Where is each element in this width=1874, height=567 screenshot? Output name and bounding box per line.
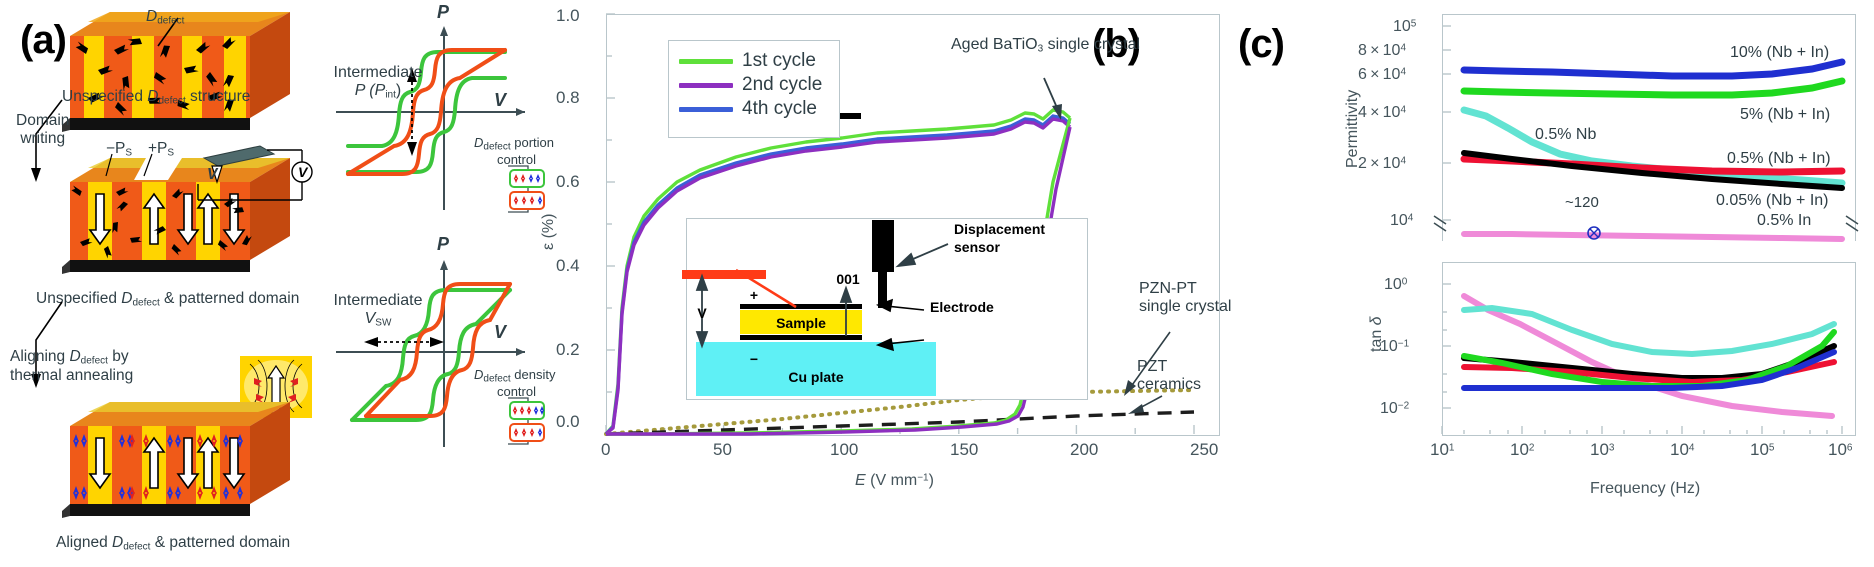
label-0.05pct-nb-in: 0.05% (Nb + In) [1716, 192, 1829, 209]
panel-b-xtick-100: 100 [830, 440, 859, 459]
svg-text:V: V [697, 305, 707, 321]
hysteresis-loop-top [336, 26, 525, 210]
label-0.5pct-nb-in: 0.5% (Nb + In) [1727, 150, 1831, 167]
domain-writing-label: Domain writing [16, 112, 70, 147]
caption-block-3: Aligned Ddefect & patterned domain [56, 534, 291, 553]
svg-text:Sample: Sample [776, 315, 826, 331]
hysteresis-loop-bottom [336, 260, 525, 447]
panel-b-tag: (b) [1092, 22, 1141, 66]
panel-c-ytick-6e4: 6 × 104 [1358, 66, 1407, 83]
panel-c-x-axis-label: Frequency (Hz) [1590, 480, 1701, 497]
panel-c-xtick-1e2: 102 [1510, 440, 1535, 459]
annotation-aged-batio3: Aged BaTiO3 single crystal [951, 36, 1141, 55]
panel-b-ytick-0.6: 0.6 [556, 172, 580, 191]
probe-and-circuit: V [197, 145, 313, 201]
hyst-bottom-legend-box [508, 397, 545, 445]
hyst-top-y-axis-label: P [437, 2, 450, 22]
hyst-top-x-axis-label: V [494, 90, 507, 110]
label-0.5pct-in: 0.5% In [1757, 212, 1812, 229]
hyst-top-box-label: Ddefect portion control [474, 135, 555, 167]
panel-b-xtick-50: 50 [713, 440, 732, 459]
label-120-marker: ~120 [1565, 194, 1599, 211]
legend-label-1st-cycle: 1st cycle [742, 50, 816, 71]
legend-item-1st-cycle: 1st cycle [679, 49, 829, 73]
ps-leader-lines [105, 153, 153, 177]
ps-minus-label: −PS [106, 140, 133, 159]
hyst-bottom-box-label: Ddefect density control [474, 367, 556, 399]
svg-text:Cu plate: Cu plate [788, 369, 843, 385]
panel-b-ytick-0.4: 0.4 [556, 256, 580, 275]
panel-c-ytick-4e4: 4 × 104 [1358, 104, 1407, 121]
panel-b-ytick-0.8: 0.8 [556, 88, 580, 107]
applied-voltage-label: V [207, 166, 218, 183]
hyst-bottom-x-axis-label: V [494, 322, 507, 342]
panel-c-tandelta-y-label: tan δ [1368, 316, 1385, 352]
thermal-annealing-label: Aligning Ddefect by thermal annealing [10, 348, 134, 384]
label-0.5pct-nb: 0.5% Nb [1535, 126, 1597, 143]
panel-c-xtick-1e5: 105 [1750, 440, 1775, 459]
crystal-block-3 [62, 402, 290, 518]
panel-b-x-axis-label: E (V mm−1) [855, 472, 934, 489]
panel-c-tandelta-ytick-1e0: 100 [1384, 276, 1408, 293]
panel-b-ytick-1.0: 1.0 [556, 6, 580, 25]
panel-a-tag: (a) [20, 18, 67, 62]
panel-c-xtick-1e3: 103 [1590, 440, 1615, 459]
caption-block-1: Unspecified Ddefect structure [62, 88, 251, 107]
hyst-top-annotation: Intermediate P (Pint) [333, 64, 423, 101]
crystal-block-2 [62, 158, 290, 274]
defect-label-block1: Ddefect [146, 8, 185, 27]
panel-c-xtick-1e4: 104 [1670, 440, 1695, 459]
legend-label-2nd-cycle: 2nd cycle [742, 74, 823, 95]
panel-c-ytick-1e4: 104 [1390, 212, 1414, 229]
hyst-bottom-y-axis-label: P [437, 234, 450, 254]
panel-c-ytick-1e5: 105 [1393, 18, 1417, 35]
hyst-top-legend-box [508, 165, 545, 213]
label-5pct-nb-in: 5% (Nb + In) [1740, 106, 1831, 123]
domain-writing-arrow [31, 99, 63, 182]
legend-label-4th-cycle: 4th cycle [742, 98, 817, 119]
panel-b-legend: 1st cycle 2nd cycle 4th cycle [668, 40, 840, 138]
label-10pct-nb-in: 10% (Nb + In) [1730, 44, 1830, 61]
panel-b-xtick-150: 150 [950, 440, 979, 459]
legend-swatch-2nd-cycle [679, 82, 733, 88]
svg-text:Displacement: Displacement [954, 221, 1045, 237]
panel-b-xtick-250: 250 [1190, 440, 1219, 459]
svg-text:V: V [298, 164, 309, 180]
ps-plus-label: +PS [148, 140, 175, 159]
caption-block-2: Unspecified Ddefect & patterned domain [36, 290, 300, 309]
legend-item-2nd-cycle: 2nd cycle [679, 73, 829, 97]
panel-c-tandelta-curves [1441, 283, 1843, 434]
panel-b-y-axis-label: ε (%) [540, 213, 557, 250]
annotation-pzt: PZT ceramics [1137, 358, 1202, 394]
svg-text:001: 001 [836, 271, 860, 287]
svg-text:+: + [750, 287, 758, 303]
panel-c-xtick-1e1: 101 [1430, 440, 1455, 459]
svg-text:Electrode: Electrode [930, 299, 994, 315]
panel-c-tandelta-ytick-1e-2: 10−2 [1380, 400, 1410, 417]
panel-b-curves [604, 13, 1196, 436]
panel-c-ytick-8e4: 8 × 104 [1358, 42, 1407, 59]
panel-c-xtick-1e6: 106 [1828, 440, 1853, 459]
panel-b-xtick-200: 200 [1070, 440, 1099, 459]
legend-swatch-1st-cycle [679, 58, 733, 64]
panel-c-permittivity-curves [1433, 25, 1859, 242]
panel-b-ytick-0.2: 0.2 [556, 340, 580, 359]
annotation-pzn-pt: PZN-PT single crystal [1139, 280, 1232, 316]
panel-c-tag: (c) [1238, 22, 1285, 66]
svg-text:sensor: sensor [954, 239, 1000, 255]
legend-item-4th-cycle: 4th cycle [679, 97, 829, 121]
hyst-bottom-annotation: Intermediate VSW [333, 292, 423, 329]
panel-b-ytick-0.0: 0.0 [556, 412, 580, 431]
legend-swatch-4th-cycle [679, 106, 733, 112]
panel-b-inset-diagram: V + − Sample Cu plate 001 Electrode Disp… [682, 220, 1045, 396]
panel-b-xtick-0: 0 [601, 440, 611, 459]
svg-text:−: − [750, 351, 758, 367]
panel-c-ytick-2e4: 2 × 104 [1358, 155, 1407, 172]
panel-c-permittivity-y-label: Permittivity [1344, 89, 1361, 168]
panel-c-tandelta-ytick-1e-1: 10−1 [1380, 338, 1410, 355]
thermal-annealing-arrow [31, 301, 63, 388]
crystal-block-1 [62, 12, 290, 132]
